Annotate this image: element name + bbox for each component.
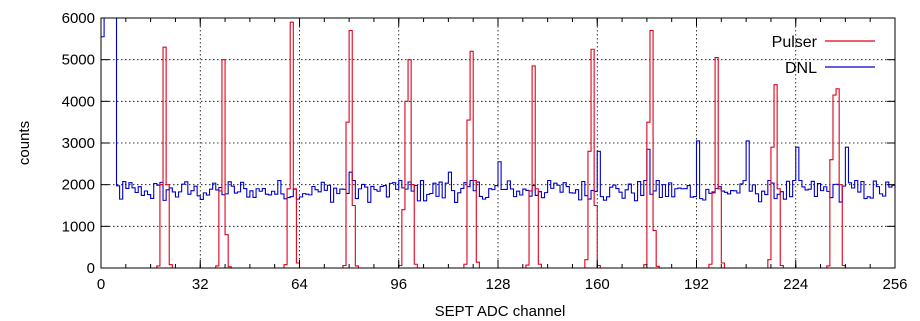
y-tick-label: 4000 [62, 93, 95, 110]
x-tick-label: 160 [585, 276, 610, 293]
y-tick-label: 3000 [62, 135, 95, 152]
x-tick-label: 64 [291, 276, 308, 293]
y-tick-label: 5000 [62, 52, 95, 69]
y-tick-label: 6000 [62, 10, 95, 27]
x-tick-label: 32 [192, 276, 209, 293]
grid [101, 18, 895, 268]
x-axis-title: SEPT ADC channel [435, 303, 566, 320]
legend-label-pulser: Pulser [772, 34, 818, 51]
x-tick-label: 192 [684, 276, 709, 293]
x-tick-label: 224 [783, 276, 808, 293]
x-tick-label: 256 [882, 276, 907, 293]
x-tick-label: 96 [390, 276, 407, 293]
tick-labels: 0 32 64 96 128 160 192 224 256 0 1000 2000 3000 4000 5… [62, 10, 908, 293]
legend-label-dnl: DNL [785, 60, 817, 77]
y-tick-label: 0 [87, 260, 95, 277]
series-dnl-line [101, 17, 895, 203]
legend: Pulser DNL [772, 34, 875, 77]
ticks [100, 17, 896, 269]
y-tick-label: 2000 [62, 177, 95, 194]
y-axis-title: counts [16, 121, 33, 165]
y-tick-label: 1000 [62, 218, 95, 235]
x-tick-label: 0 [97, 276, 105, 293]
x-tick-label: 128 [485, 276, 510, 293]
